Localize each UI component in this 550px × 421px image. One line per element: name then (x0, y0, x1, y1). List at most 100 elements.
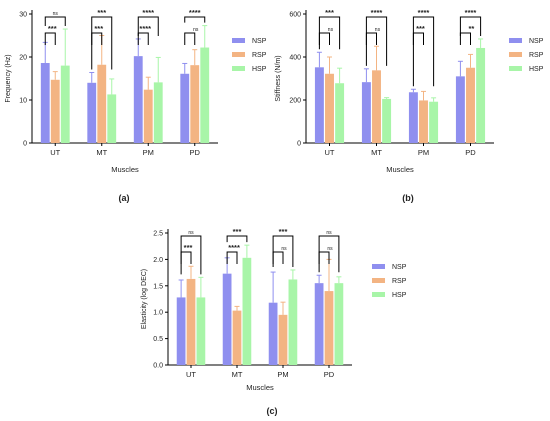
x-tick-label: PM (143, 148, 154, 157)
significance-label-long: ns (188, 230, 194, 236)
y-tick-label: 0 (297, 141, 301, 148)
bar-hsp-mt (242, 257, 252, 365)
y-tick-label: 1.0 (153, 310, 163, 317)
legend-label-nsp: NSP (252, 38, 267, 45)
bar-rsp-ut (325, 73, 334, 143)
bar-nsp-ut (176, 297, 186, 365)
legend-label-rsp: RSP (529, 52, 544, 59)
significance-bracket-short (180, 251, 192, 264)
bar-rsp-mt (97, 64, 107, 143)
panel-label: (b) (402, 193, 414, 203)
y-tick-label: 2.5 (153, 231, 163, 238)
x-tick-label: PD (324, 370, 335, 379)
significance-label-short: **** (139, 24, 151, 33)
significance-bracket-short (318, 32, 330, 45)
bar-hsp-ut (60, 65, 70, 143)
bar-nsp-ut (40, 63, 50, 143)
y-axis-label: Elasticity (log DEC) (141, 269, 148, 329)
significance-bracket-long (272, 235, 294, 267)
bar-rsp-mt (232, 310, 242, 365)
x-tick-label: PM (418, 148, 429, 157)
significance-bracket-short (91, 32, 103, 45)
significance-label-long: *** (97, 8, 106, 17)
bar-hsp-pd (334, 283, 344, 365)
bar-hsp-mt (107, 94, 117, 143)
significance-label-short: ns (375, 27, 381, 33)
y-tick-label: 30 (19, 12, 27, 19)
chart-panel-3: 0.0 0.5 1.0 1.5 2.0 2.5 Elasticity (log DEC) UT… (141, 227, 407, 416)
significance-label-long: *** (233, 227, 242, 236)
y-tick-label: 10 (19, 98, 27, 105)
legend-swatch-nsp (232, 38, 245, 43)
significance-bracket-short (365, 32, 377, 45)
significance-bracket-short (184, 32, 196, 45)
y-tick-label: 0.0 (153, 363, 163, 370)
x-tick-label: PD (190, 148, 201, 157)
significance-bracket-long (459, 16, 482, 36)
x-tick-label: UT (325, 148, 335, 157)
x-tick-label: PM (277, 370, 288, 379)
significance-label-long: **** (189, 8, 201, 17)
significance-label-long: *** (279, 227, 288, 236)
significance-label-long: **** (465, 8, 477, 17)
significance-bracket-long (184, 16, 206, 23)
bar-nsp-ut (314, 67, 324, 143)
bar-hsp-pm (288, 279, 298, 365)
significance-bracket-short (412, 32, 424, 45)
bar-rsp-pm (278, 314, 288, 365)
y-axis-label: Frequency (Hz) (5, 54, 12, 102)
legend-swatch-hsp (232, 66, 245, 71)
bar-rsp-pd (324, 291, 334, 365)
bar-hsp-pd (200, 47, 210, 143)
significance-label-short: *** (416, 24, 425, 33)
bar-rsp-pm (143, 89, 153, 143)
legend-label-rsp: RSP (252, 52, 267, 59)
legend-label-rsp: RSP (392, 278, 407, 285)
bar-nsp-mt (87, 82, 97, 143)
y-tick-label: 200 (289, 98, 301, 105)
bar-nsp-pd (455, 76, 465, 143)
chart-panel-2: 0 200 400 600 Stiffness (N/m) UT MT PM PD Muscles… (275, 8, 544, 203)
bar-hsp-mt (382, 98, 392, 143)
chart-panel-1: 0 10 20 30 Frequency (Hz) UT MT PM PD Muscles ns **… (5, 8, 267, 203)
bar-nsp-mt (222, 273, 232, 365)
legend-label-nsp: NSP (529, 38, 544, 45)
bar-rsp-mt (372, 70, 381, 143)
significance-label-long: ns (53, 11, 59, 17)
significance-label-short: ** (469, 24, 475, 33)
significance-label-long: ns (326, 230, 332, 236)
significance-label-short: ns (281, 246, 287, 252)
legend-swatch-hsp (509, 66, 522, 71)
legend-label-hsp: HSP (252, 66, 267, 73)
bar-nsp-pd (314, 283, 324, 365)
significance-label-long: **** (142, 8, 154, 17)
significance-bracket-short (226, 251, 238, 264)
x-axis-label: Muscles (246, 383, 274, 392)
significance-bracket-short (459, 32, 471, 45)
bar-hsp-ut (196, 297, 206, 365)
x-axis-label: Muscles (111, 165, 139, 174)
bar-rsp-pd (190, 65, 200, 143)
panel-label: (a) (119, 193, 130, 203)
significance-bracket-long (226, 235, 248, 243)
x-tick-label: MT (96, 148, 107, 157)
y-tick-label: 0 (23, 141, 27, 148)
bar-nsp-pm (133, 56, 143, 143)
significance-bracket-long (137, 16, 159, 36)
legend-label-hsp: HSP (529, 66, 544, 73)
significance-bracket-short (137, 32, 149, 45)
significance-bracket-short (318, 251, 330, 264)
y-tick-label: 2.0 (153, 257, 163, 264)
significance-label-short: ns (193, 27, 199, 33)
significance-label-short: *** (94, 24, 103, 33)
y-tick-label: 0.5 (153, 336, 163, 343)
bar-rsp-pm (419, 100, 428, 143)
legend-swatch-rsp (232, 52, 245, 57)
significance-bracket-long (44, 16, 66, 27)
legend-label-nsp: NSP (392, 264, 407, 271)
x-tick-label: MT (371, 148, 382, 157)
x-tick-label: UT (186, 370, 196, 379)
bar-nsp-pm (408, 92, 418, 143)
bar-hsp-pm (153, 82, 163, 143)
x-tick-label: PD (465, 148, 476, 157)
